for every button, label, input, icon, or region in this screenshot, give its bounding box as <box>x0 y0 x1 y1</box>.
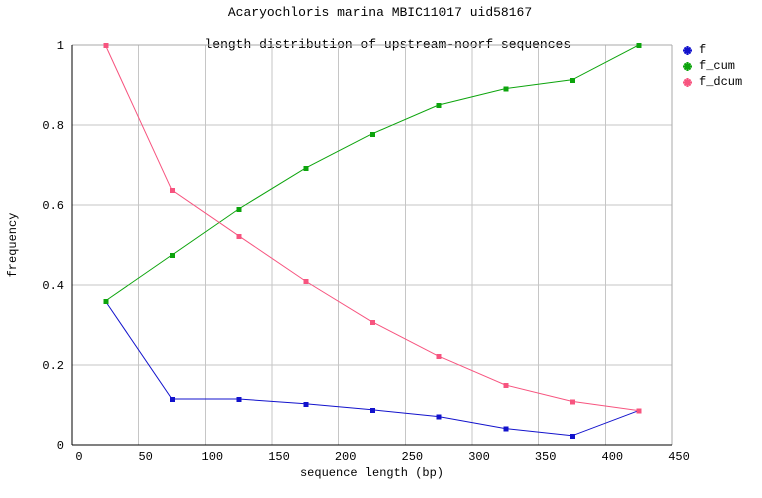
data-point-f_cum <box>370 131 375 137</box>
legend-item-label: f_cum <box>699 59 736 73</box>
y-tick-label: 0.4 <box>42 279 64 293</box>
y-tick-label: 0 <box>57 439 64 453</box>
y-tick-label: 0.8 <box>42 119 64 133</box>
y-tick-label: 0.6 <box>42 199 64 213</box>
series-line-f_dcum <box>104 44 639 412</box>
legend-marker-icon <box>683 61 692 71</box>
data-point-f <box>436 414 442 420</box>
x-axis-label: sequence length (bp) <box>299 466 445 480</box>
y-tick-label: 1 <box>57 39 64 53</box>
legend-item-f: f <box>682 43 742 57</box>
data-point-f_dcum <box>303 279 309 284</box>
y-axis-label: frequency <box>6 212 20 278</box>
data-point-f_dcum <box>436 354 442 360</box>
data-point-f <box>503 426 509 432</box>
legend-marker-icon <box>683 77 692 87</box>
legend-item-label: f <box>699 43 707 57</box>
data-point-f_cum <box>170 253 175 258</box>
data-point-f_cum <box>303 166 309 172</box>
data-point-f_dcum <box>503 383 509 388</box>
data-point-f_cum <box>570 77 575 83</box>
legend-marker-icon <box>683 45 692 55</box>
x-tick-label: 50 <box>138 450 152 464</box>
chart-title-line1: Acaryochloris marina MBIC11017 uid58167 <box>227 5 533 20</box>
data-point-f <box>303 401 309 407</box>
data-point-f_cum <box>503 86 509 92</box>
data-point-f_cum <box>236 207 242 212</box>
x-tick-label: 100 <box>202 450 224 464</box>
y-tick-label: 0.2 <box>42 359 64 373</box>
legend: f f_cum f_dcum <box>682 43 742 89</box>
data-point-f_dcum <box>570 399 575 405</box>
data-point-f_dcum <box>636 408 642 414</box>
data-point-f_cum <box>436 103 442 108</box>
data-point-f_dcum <box>103 43 109 48</box>
data-point-f_dcum <box>170 188 175 194</box>
series-line-f_cum <box>105 44 639 302</box>
data-point-f_cum <box>636 43 642 48</box>
data-point-f <box>570 433 575 439</box>
data-point-f_cum <box>103 299 109 304</box>
data-point-f <box>370 407 375 413</box>
data-point-f <box>170 397 175 402</box>
x-tick-label: 250 <box>402 450 424 464</box>
data-point-f_dcum <box>370 319 375 325</box>
x-tick-label: 150 <box>268 450 290 464</box>
legend-item-label: f_dcum <box>699 75 743 89</box>
x-tick-label: 300 <box>468 450 490 464</box>
x-tick-label: 450 <box>668 450 690 464</box>
x-tick-label: 350 <box>535 450 557 464</box>
data-point-f <box>236 397 242 402</box>
legend-item-f_dcum: f_dcum <box>682 75 742 89</box>
data-point-f_dcum <box>236 233 242 239</box>
x-tick-label: 0 <box>75 450 82 464</box>
legend-item-f_cum: f_cum <box>682 59 742 73</box>
x-tick-label: 400 <box>602 450 624 464</box>
x-tick-label: 200 <box>335 450 357 464</box>
